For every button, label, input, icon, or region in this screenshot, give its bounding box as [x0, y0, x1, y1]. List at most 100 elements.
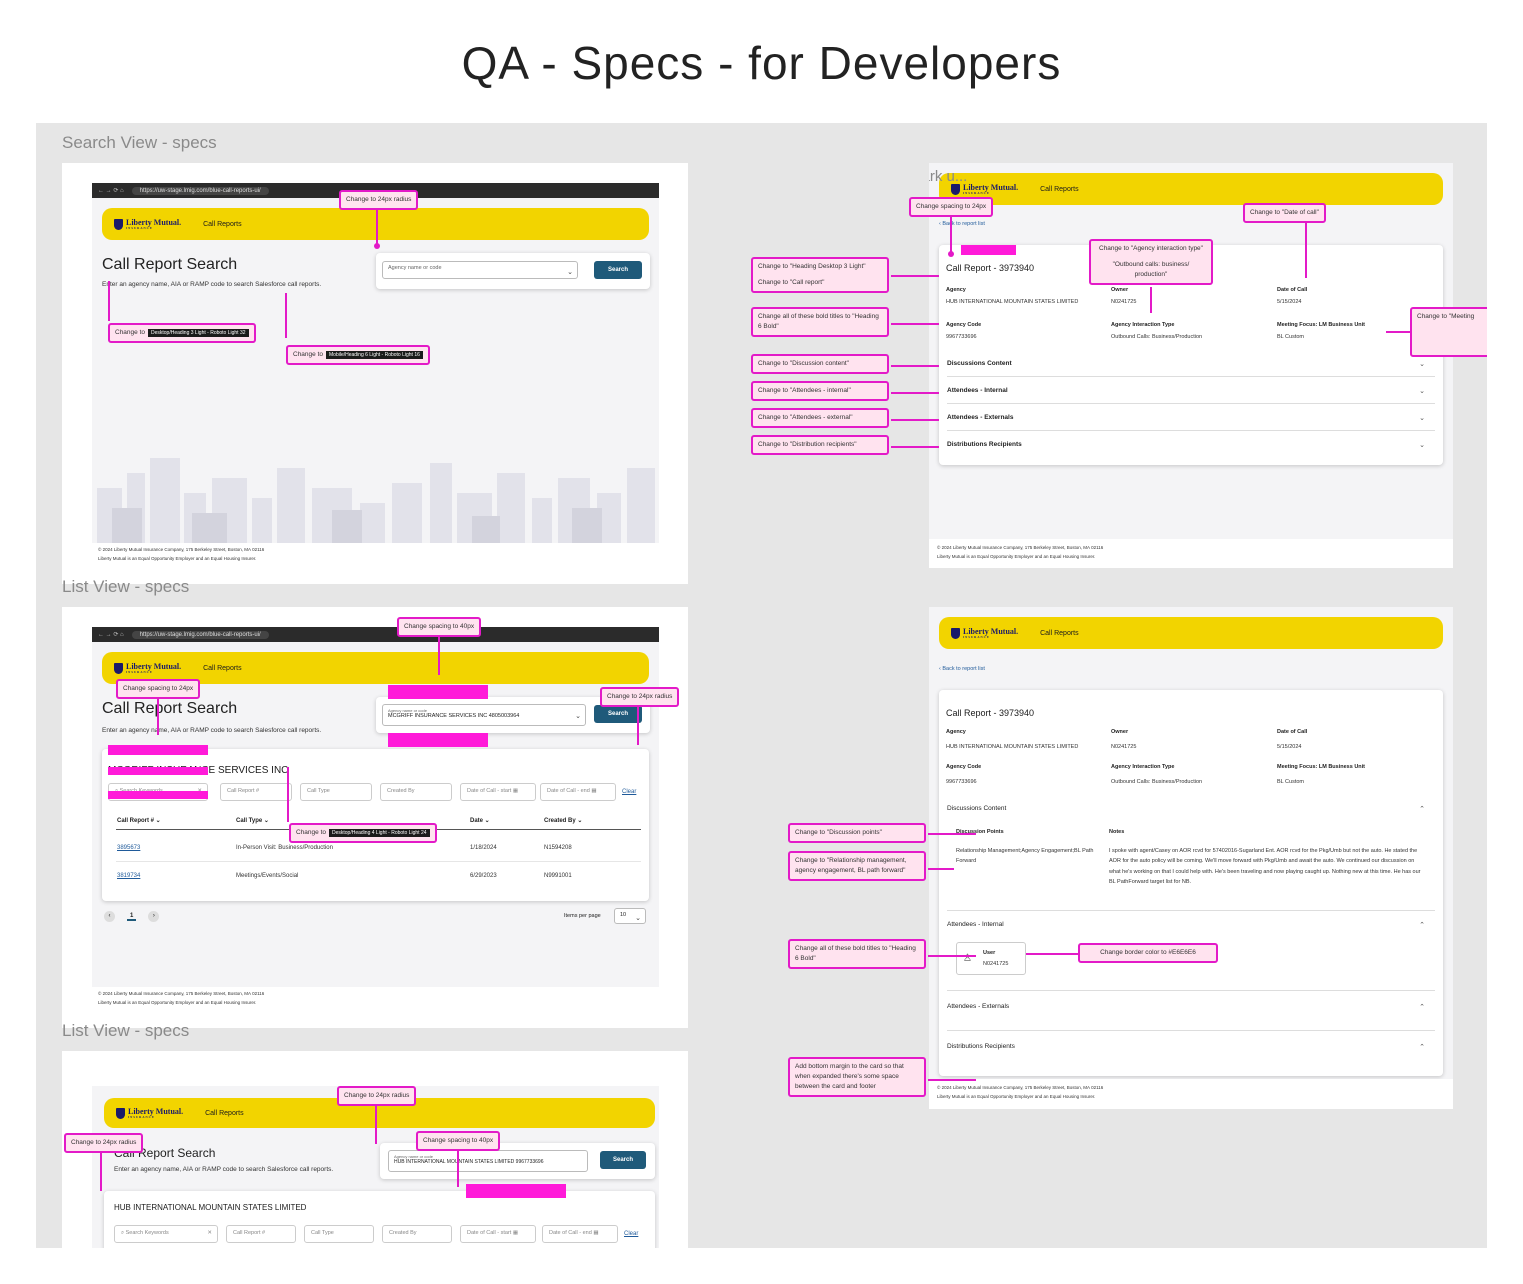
prev-page-icon[interactable]: ‹	[104, 911, 115, 922]
back-to-report-list-link[interactable]: ‹ Back to report list	[939, 666, 985, 672]
col-call-report[interactable]: Call Report # ⌄	[117, 818, 161, 824]
liberty-mutual-logo[interactable]: Liberty Mutual. INSURANCE	[951, 183, 1018, 195]
annotation-dot	[374, 243, 380, 249]
close-icon[interactable]: ✕	[207, 1230, 212, 1236]
liberty-mutual-logo[interactable]: Liberty Mutual. INSURANCE	[951, 627, 1018, 639]
liberty-mutual-logo[interactable]: Liberty Mutual. INSURANCE	[116, 1107, 183, 1119]
clear-link[interactable]: Clear	[624, 1231, 639, 1237]
search-title: Call Report Search	[102, 700, 238, 717]
nav-call-reports[interactable]: Call Reports	[1040, 185, 1079, 193]
calendar-icon: ▦	[591, 788, 597, 794]
detail-collapsed-frame: Mark u... Liberty Mutual.INSURANCE Call …	[929, 163, 1453, 568]
nav-arrows-icon[interactable]: ← → ⟳ ⌂	[98, 632, 124, 638]
accordion-attendees-external[interactable]: Attendees - Externals ⌃	[947, 1003, 1425, 1011]
call-type-input[interactable]: Call Type	[300, 783, 372, 801]
url-bar[interactable]: https://uw-stage.lmig.com/blue-call-repo…	[131, 630, 269, 639]
interaction-type-label: Agency Interaction Type	[1111, 764, 1175, 770]
nav-call-reports[interactable]: Call Reports	[203, 664, 242, 672]
row-divider	[116, 861, 641, 862]
section-label-mark-up: Mark u...	[929, 168, 968, 185]
chevron-up-icon: ⌃	[1419, 1004, 1425, 1011]
calendar-icon: ▦	[512, 1230, 519, 1236]
section-label-list-view-2: List View - specs	[62, 1021, 190, 1040]
items-per-page-select[interactable]: 10 ⌄	[614, 908, 646, 924]
nav-call-reports[interactable]: Call Reports	[1040, 629, 1079, 637]
meeting-focus-value: BL Custom	[1277, 779, 1305, 785]
search-view-frame: ← → ⟳ ⌂ https://uw-stage.lmig.com/blue-c…	[62, 163, 688, 584]
created-by-input[interactable]: Created By	[380, 783, 452, 801]
accordion-discussions[interactable]: Discussions Content ⌃	[947, 805, 1425, 813]
accordion-attendees-internal[interactable]: Attendees - Internal ⌃	[947, 921, 1425, 929]
accordion-attendees-internal[interactable]: Attendees - Internal ⌄	[947, 387, 1435, 404]
items-per-page-label: Items per page	[564, 913, 601, 919]
annotation-line	[891, 392, 939, 394]
call-type-input[interactable]: Call Type	[304, 1225, 374, 1243]
user-icon: ♙	[963, 953, 972, 964]
design-canvas: Search View - specs ← → ⟳ ⌂ https://uw-s…	[36, 123, 1487, 1248]
annotation-line	[928, 955, 976, 957]
date-end-input[interactable]: Date of Call - end ▦	[540, 783, 616, 801]
date-start-input[interactable]: Date of Call - start ▦	[460, 1225, 536, 1243]
agency-value: HUB INTERNATIONAL MOUNTAIN STATES LIMITE…	[946, 744, 1079, 750]
divider	[947, 990, 1435, 991]
search-card: Agency name or code HUB INTERNATIONAL MOU…	[380, 1143, 655, 1179]
search-subtitle: Enter an agency name, AIA or RAMP code t…	[114, 1166, 334, 1173]
chevron-down-icon: ⌄	[567, 268, 573, 276]
user-label: User	[983, 950, 996, 956]
chevron-up-icon: ⌃	[1419, 922, 1425, 929]
agency-select[interactable]: Agency name or code MCGRIFF INSURANCE SER…	[382, 704, 586, 726]
date-start-input[interactable]: Date of Call - start ▦	[460, 783, 536, 801]
annotation-discussion-points: Change to "Discussion points"	[788, 823, 926, 843]
call-report-input[interactable]: Call Report #	[220, 783, 292, 801]
annotation-line	[1150, 287, 1152, 313]
accordion-discussions[interactable]: Discussions Content ⌄	[947, 360, 1435, 377]
chevron-up-icon: ⌃	[1419, 1044, 1425, 1051]
liberty-mutual-logo[interactable]: Liberty Mutual. INSURANCE	[114, 662, 181, 674]
search-button[interactable]: Search	[594, 705, 642, 723]
date-end-input[interactable]: Date of Call - end ▦	[542, 1225, 618, 1243]
clear-link[interactable]: Clear	[622, 789, 637, 795]
divider	[947, 910, 1435, 911]
col-call-type[interactable]: Call Type ⌄	[236, 818, 269, 824]
agency-code-value: 9967733696	[946, 779, 977, 785]
call-report-input[interactable]: Call Report #	[226, 1225, 296, 1243]
call-report-title: Call Report - 3973940	[946, 708, 1035, 718]
search-button[interactable]: Search	[594, 261, 642, 279]
chevron-down-icon: ⌄	[635, 914, 641, 922]
next-page-icon[interactable]: ›	[148, 911, 160, 922]
accordion-distributions[interactable]: Distributions Recipients ⌄	[947, 441, 1425, 449]
app-header: Liberty Mutual. INSURANCE Call Reports	[939, 173, 1443, 205]
col-created-by[interactable]: Created By ⌄	[544, 818, 583, 824]
annotation-line	[891, 446, 939, 448]
nav-call-reports[interactable]: Call Reports	[203, 220, 242, 228]
spacing-highlight	[388, 685, 488, 699]
search-icon: ⌕	[121, 1230, 126, 1236]
search-screen: Liberty Mutual. INSURANCE Call Reports Ca…	[92, 198, 659, 543]
col-date[interactable]: Date ⌄	[470, 818, 490, 824]
row-1-date: 1/18/2024	[470, 845, 497, 851]
url-bar[interactable]: https://uw-stage.lmig.com/blue-call-repo…	[131, 186, 269, 195]
agency-select[interactable]: Agency name or code HUB INTERNATIONAL MOU…	[388, 1150, 588, 1172]
search-keywords-input[interactable]: ⌕ Search Keywords✕	[114, 1225, 218, 1243]
agency-select[interactable]: Agency name or code ⌄	[382, 261, 578, 279]
accordion-attendees-external[interactable]: Attendees - Externals ⌄	[947, 414, 1435, 431]
row-1-id[interactable]: 3895673	[117, 845, 141, 851]
row-2-date: 6/29/2023	[470, 873, 497, 879]
shield-icon	[114, 662, 123, 674]
annotation-line	[950, 217, 952, 253]
date-value: 5/15/2024	[1277, 299, 1302, 305]
search-subtitle: Enter an agency name, AIA or RAMP code t…	[102, 281, 322, 288]
accordion-distributions[interactable]: Distributions Recipients ⌃	[947, 1043, 1425, 1051]
list-view-frame: ← → ⟳ ⌂ https://uw-stage.lmig.com/blue-c…	[62, 607, 688, 1028]
nav-arrows-icon[interactable]: ← → ⟳ ⌂	[98, 188, 124, 194]
liberty-mutual-logo[interactable]: Liberty Mutual. INSURANCE	[114, 218, 181, 230]
shield-icon	[116, 1107, 125, 1119]
search-button[interactable]: Search	[600, 1151, 646, 1169]
row-2-id[interactable]: 3819734	[117, 873, 141, 879]
created-by-input[interactable]: Created By	[382, 1225, 452, 1243]
page-number[interactable]: 1	[127, 913, 137, 921]
back-to-report-list-link[interactable]: ‹ Back to report list	[939, 221, 985, 227]
owner-label: Owner	[1111, 729, 1129, 735]
annotation-bottom-margin: Add bottom margin to the card so that wh…	[788, 1057, 926, 1097]
nav-call-reports[interactable]: Call Reports	[205, 1109, 244, 1117]
